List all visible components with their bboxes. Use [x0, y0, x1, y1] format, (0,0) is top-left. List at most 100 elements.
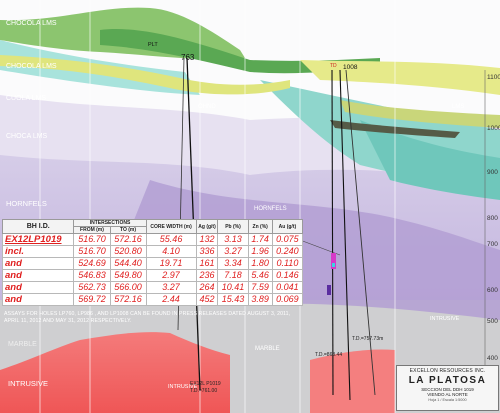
- cell-core: 4.10: [145, 245, 197, 258]
- drillhole-1019: [339, 69, 351, 401]
- elevation-label: 1000: [487, 125, 500, 132]
- elevation-label: 900: [487, 169, 498, 176]
- leader-line: [299, 239, 341, 256]
- cell-zn: 7.59: [247, 281, 273, 294]
- collar-labels: 763 PLT 1008 TD: [148, 42, 358, 71]
- cell-core: 2.44: [145, 293, 197, 306]
- cell-to: 566.00: [109, 281, 147, 294]
- elevation-label: 500: [487, 318, 498, 325]
- cell-to: 572.16: [109, 293, 147, 306]
- unit-label: CHOCOLA LMS: [6, 20, 57, 27]
- lms-yellow-left: [0, 55, 290, 95]
- unit-label: HORNFELS: [6, 199, 47, 208]
- section-name: SECCION DEL DDH 1019: [421, 387, 474, 392]
- company-name: EXCELLON RESOURCES INC.: [409, 368, 486, 374]
- intercept-magenta: [331, 253, 336, 269]
- td-label: T.D.=863.44: [315, 352, 342, 358]
- cell-zn: 5.46: [247, 269, 273, 282]
- cell-from: 562.73: [73, 281, 111, 294]
- cell-pb: 7.18: [217, 269, 249, 282]
- unit-label: CHOCOLA LMS: [6, 63, 57, 70]
- lms-yellow-right: [300, 60, 500, 95]
- cell-pb: 3.34: [217, 257, 249, 270]
- drillhole-td: [345, 69, 376, 396]
- td-label: EX12L P1019: [190, 381, 221, 387]
- sheet-info: Hoja 1 / Escala 1:5000: [428, 398, 467, 402]
- unit-label: MARBLE: [255, 346, 280, 352]
- cell-to: 549.80: [109, 269, 147, 282]
- header-from: FROM (m): [73, 226, 111, 234]
- unit-label: CHOCA LMS: [6, 133, 48, 140]
- cell-hole: and: [1, 293, 75, 306]
- cell-hole: incl.: [1, 245, 75, 258]
- title-block: EXCELLON RESOURCES INC. LA PLATOSA SECCI…: [396, 365, 499, 411]
- elevation-label: 600: [487, 287, 498, 294]
- cell-zn: 1.80: [247, 257, 273, 270]
- cell-core: 3.27: [145, 281, 197, 294]
- cell-pb: 3.27: [217, 245, 249, 258]
- cell-core: 55.46: [145, 233, 197, 246]
- collar-label-td: TD: [330, 63, 337, 69]
- drillhole-end-labels: T.D.=757.73m T.D.=863.44 EX12L P1019 T.D…: [190, 336, 383, 394]
- unit-label: INTRUSIVE: [168, 384, 198, 390]
- cell-zn: 3.89: [247, 293, 273, 306]
- collar-label-1008: 1008: [343, 64, 358, 71]
- cell-core: 19.71: [145, 257, 197, 270]
- header-to: TO (m): [109, 226, 147, 234]
- cell-ag: 452: [195, 293, 219, 306]
- unit-label: MARBLE: [8, 341, 37, 348]
- cell-hole: and: [1, 269, 75, 282]
- intrusive-unit-right: [310, 349, 395, 413]
- lms-olive-band: [340, 100, 500, 128]
- elevation-label: 800: [487, 215, 498, 222]
- view-direction: VIENDO AL NORTE: [427, 392, 468, 397]
- unit-label: INTRUSIVE: [8, 379, 48, 388]
- intrusive-unit-left: [0, 332, 230, 413]
- unit-label: LMS: [452, 104, 464, 110]
- header-core-width: CORE WIDTH (m): [145, 219, 197, 234]
- cell-hole: and: [1, 257, 75, 270]
- cell-pb: 10.41: [217, 281, 249, 294]
- cell-au: 0.041: [271, 281, 304, 294]
- cell-au: 0.075: [271, 233, 304, 246]
- table-row: and 524.69 544.40 19.71 161 3.34 1.80 0.…: [1, 257, 304, 270]
- cell-ag: 132: [195, 233, 219, 246]
- intercept-cyan: [332, 263, 335, 267]
- cell-to: 572.16: [109, 233, 147, 246]
- elevation-label: 700: [487, 241, 498, 248]
- cell-zn: 1.74: [247, 233, 273, 246]
- drillhole-1008: [331, 69, 334, 396]
- cell-ag: 336: [195, 245, 219, 258]
- table-row: incl. 516.70 520.80 4.10 336 3.27 1.96 0…: [1, 245, 304, 258]
- collar-label-763: 763: [181, 53, 195, 62]
- cell-from: 569.72: [73, 293, 111, 306]
- cell-au: 0.069: [271, 293, 304, 306]
- header-zn: Zn (%): [247, 219, 273, 234]
- cell-hole: EX12LP1019: [1, 233, 75, 246]
- header-intersections: INTERSECTIONS: [73, 219, 147, 227]
- assay-results-table: BH I.D. INTERSECTIONS CORE WIDTH (m) Ag …: [1, 219, 304, 306]
- header-au: Au (g/t): [271, 219, 304, 234]
- section-gridlines: [39, 0, 396, 413]
- cell-hole: and: [1, 281, 75, 294]
- cell-pb: 3.13: [217, 233, 249, 246]
- project-name: LA PLATOSA: [408, 375, 487, 386]
- elevation-label: 400: [487, 355, 498, 362]
- assay-footnote: ASSAYS FOR HOLES LP760, LP986 , AND LP10…: [4, 311, 291, 324]
- cell-pb: 15.43: [217, 293, 249, 306]
- intercept-purple: [327, 285, 331, 295]
- cell-ag: 161: [195, 257, 219, 270]
- cell-to: 544.40: [109, 257, 147, 270]
- collar-label-plt: PLT: [148, 42, 158, 48]
- cell-au: 0.146: [271, 269, 304, 282]
- unit-labels: CHOCOLA LMS CHOCOLA LMS CUOLA LMS CHOCA …: [6, 20, 464, 390]
- td-label: T.D.=761.00: [190, 388, 217, 394]
- table-row: and 546.83 549.80 2.97 236 7.18 5.46 0.1…: [1, 269, 304, 282]
- cell-from: 546.83: [73, 269, 111, 282]
- cell-from: 516.70: [73, 245, 111, 258]
- cell-ag: 264: [195, 281, 219, 294]
- cell-zn: 1.96: [247, 245, 273, 258]
- cell-au: 0.240: [271, 245, 304, 258]
